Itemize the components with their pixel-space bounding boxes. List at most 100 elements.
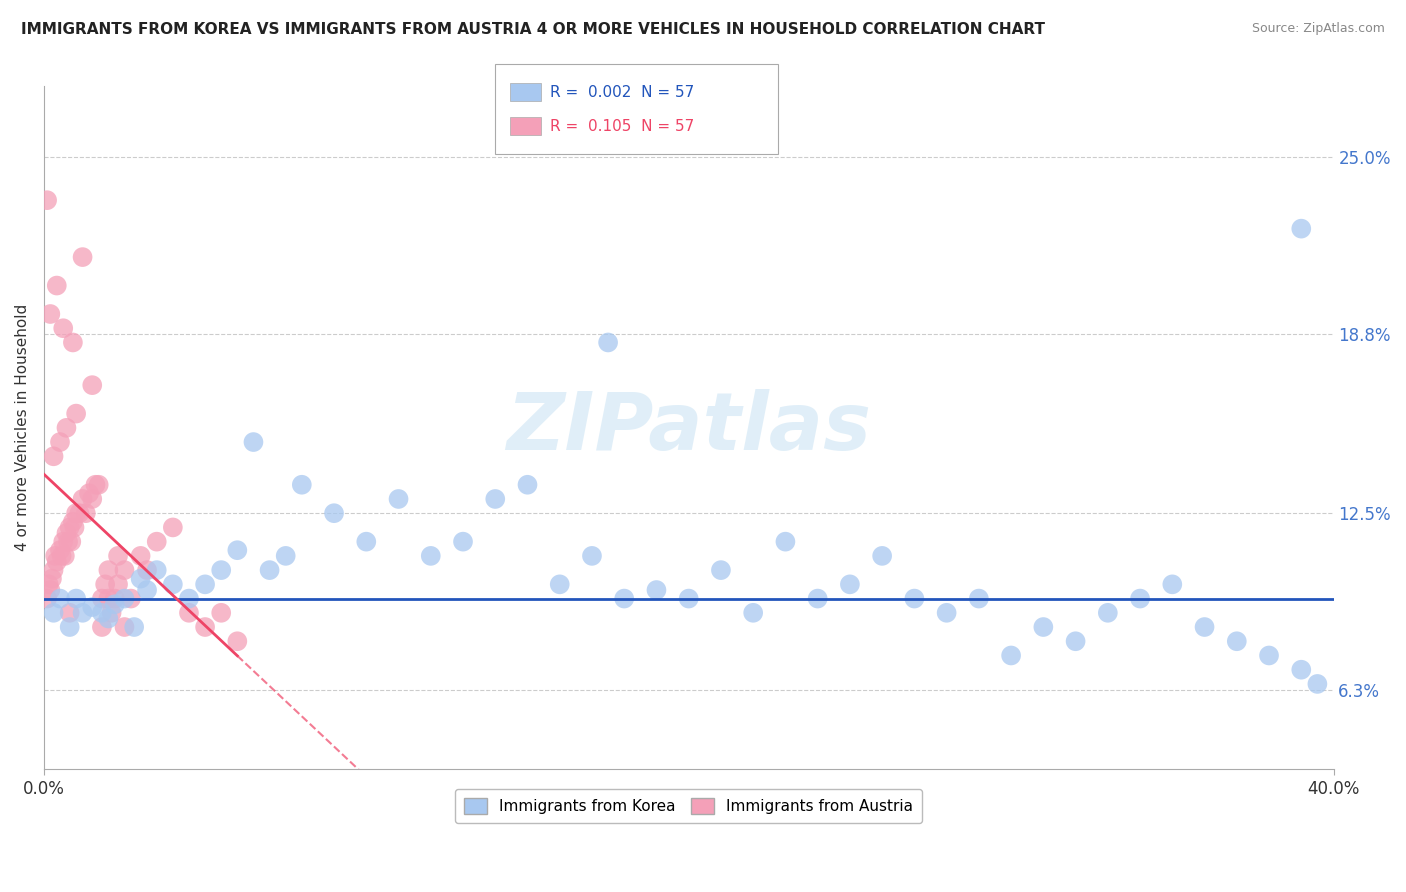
Point bbox=[145, 534, 167, 549]
Point bbox=[613, 591, 636, 606]
Point bbox=[42, 563, 65, 577]
Point bbox=[51, 549, 73, 563]
Point bbox=[129, 572, 152, 586]
Point bbox=[45, 278, 67, 293]
Point bbox=[259, 563, 281, 577]
Point bbox=[114, 563, 136, 577]
Text: Source: ZipAtlas.com: Source: ZipAtlas.com bbox=[1251, 22, 1385, 36]
Point bbox=[387, 491, 409, 506]
Point bbox=[136, 563, 159, 577]
Point bbox=[75, 506, 97, 520]
Point bbox=[72, 250, 94, 264]
Point bbox=[120, 591, 142, 606]
Point bbox=[42, 450, 65, 464]
Point bbox=[53, 549, 76, 563]
Point bbox=[194, 620, 217, 634]
Point bbox=[1032, 620, 1054, 634]
Point bbox=[145, 563, 167, 577]
Point bbox=[65, 506, 87, 520]
Point bbox=[90, 606, 112, 620]
Point bbox=[274, 549, 297, 563]
Point bbox=[451, 534, 474, 549]
Point bbox=[60, 534, 83, 549]
Point bbox=[67, 506, 90, 520]
Point bbox=[967, 591, 990, 606]
Point bbox=[49, 591, 72, 606]
Point bbox=[107, 577, 129, 591]
Point bbox=[39, 582, 62, 597]
Point bbox=[49, 435, 72, 450]
Point bbox=[742, 606, 765, 620]
Point bbox=[162, 520, 184, 534]
Point bbox=[45, 555, 67, 569]
Y-axis label: 4 or more Vehicles in Household: 4 or more Vehicles in Household bbox=[15, 304, 30, 551]
Point bbox=[41, 572, 63, 586]
Point bbox=[935, 606, 957, 620]
Point bbox=[209, 563, 232, 577]
Text: R =  0.105  N = 57: R = 0.105 N = 57 bbox=[550, 119, 695, 134]
Point bbox=[52, 534, 75, 549]
Point bbox=[55, 526, 77, 541]
Point bbox=[1306, 677, 1329, 691]
Point bbox=[82, 600, 104, 615]
Point bbox=[65, 591, 87, 606]
Point bbox=[323, 506, 346, 520]
Point bbox=[44, 549, 66, 563]
Point bbox=[291, 477, 314, 491]
Point bbox=[65, 407, 87, 421]
Point bbox=[104, 597, 127, 611]
Point bbox=[710, 563, 733, 577]
Point bbox=[1129, 591, 1152, 606]
Point bbox=[59, 606, 82, 620]
Point bbox=[548, 577, 571, 591]
Point bbox=[645, 582, 668, 597]
Point bbox=[1291, 663, 1313, 677]
Point bbox=[581, 549, 603, 563]
Point bbox=[1064, 634, 1087, 648]
Point bbox=[90, 591, 112, 606]
Point bbox=[38, 577, 60, 591]
Point bbox=[1097, 606, 1119, 620]
Point bbox=[226, 634, 249, 648]
Point bbox=[39, 307, 62, 321]
Point bbox=[194, 577, 217, 591]
Point bbox=[136, 582, 159, 597]
Point bbox=[1161, 577, 1184, 591]
Point bbox=[87, 477, 110, 491]
Point bbox=[37, 193, 59, 207]
Point bbox=[62, 335, 84, 350]
Point bbox=[356, 534, 378, 549]
Point bbox=[97, 563, 120, 577]
Text: IMMIGRANTS FROM KOREA VS IMMIGRANTS FROM AUSTRIA 4 OR MORE VEHICLES IN HOUSEHOLD: IMMIGRANTS FROM KOREA VS IMMIGRANTS FROM… bbox=[21, 22, 1045, 37]
Point bbox=[62, 515, 84, 529]
Point bbox=[484, 491, 506, 506]
Point bbox=[122, 620, 145, 634]
Point bbox=[82, 378, 104, 392]
Point bbox=[1258, 648, 1281, 663]
Point bbox=[1291, 221, 1313, 235]
Point bbox=[678, 591, 700, 606]
Point bbox=[72, 606, 94, 620]
Point bbox=[77, 486, 100, 500]
Point bbox=[807, 591, 830, 606]
Point bbox=[598, 335, 620, 350]
Text: R =  0.002  N = 57: R = 0.002 N = 57 bbox=[550, 85, 695, 100]
Point bbox=[870, 549, 893, 563]
Point bbox=[516, 477, 538, 491]
Point bbox=[419, 549, 441, 563]
Point bbox=[72, 491, 94, 506]
Point bbox=[209, 606, 232, 620]
Legend: Immigrants from Korea, Immigrants from Austria: Immigrants from Korea, Immigrants from A… bbox=[456, 789, 922, 823]
Point bbox=[162, 577, 184, 591]
Point bbox=[903, 591, 925, 606]
Point bbox=[84, 477, 107, 491]
Point bbox=[63, 520, 86, 534]
Point bbox=[97, 591, 120, 606]
Point bbox=[82, 491, 104, 506]
Point bbox=[59, 620, 82, 634]
Point bbox=[56, 534, 79, 549]
Point bbox=[97, 611, 120, 625]
Point bbox=[104, 591, 127, 606]
Point bbox=[226, 543, 249, 558]
Point bbox=[55, 421, 77, 435]
